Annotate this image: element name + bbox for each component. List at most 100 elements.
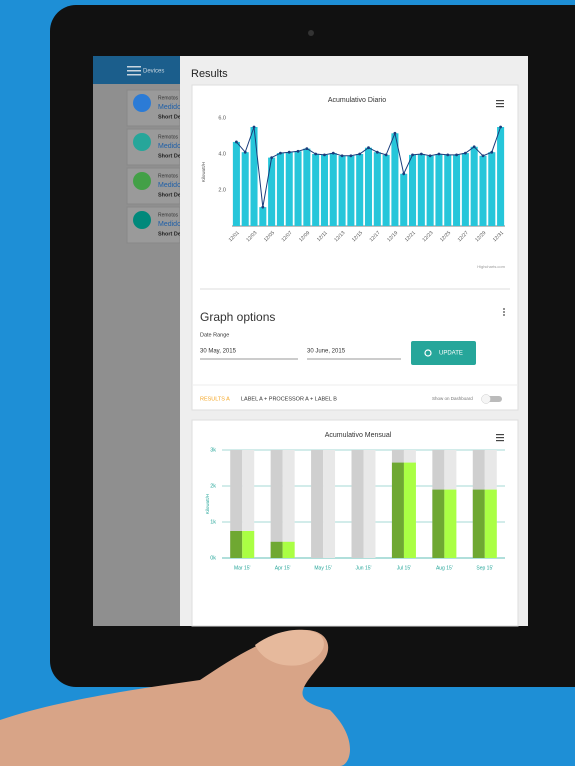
bar <box>282 541 295 558</box>
bar <box>364 147 373 226</box>
bar <box>426 155 434 226</box>
chart-menu[interactable] <box>496 434 504 442</box>
point <box>393 131 397 135</box>
bar <box>373 152 381 226</box>
x-tick-label: Apr 15' <box>275 565 291 571</box>
bar <box>470 146 478 226</box>
y-axis-title: Kilowatt/H <box>201 162 206 182</box>
options-title: Graph options <box>200 310 275 324</box>
y-tick-label: 3k <box>210 447 216 453</box>
point <box>402 172 406 176</box>
chart-menu[interactable] <box>496 100 504 108</box>
device-group: Remotos <box>158 173 179 179</box>
bar <box>241 152 249 226</box>
bar <box>356 154 364 226</box>
y-tick-label: 1k <box>210 519 216 525</box>
x-tick-label: Sep 15' <box>476 565 493 571</box>
menu-icon[interactable] <box>127 66 141 76</box>
device-name: Medido <box>158 143 181 150</box>
device-desc: Short De <box>158 192 181 198</box>
bar <box>400 173 408 226</box>
bar <box>391 462 404 558</box>
bar <box>417 154 425 226</box>
device-desc: Short De <box>158 153 181 159</box>
bar <box>230 531 243 558</box>
bar <box>479 155 487 226</box>
bar <box>329 153 337 226</box>
point <box>235 140 238 144</box>
bar <box>285 152 293 226</box>
bar <box>312 154 320 226</box>
bar <box>461 153 469 226</box>
credits: Highcharts.com <box>477 264 505 269</box>
point <box>243 150 247 154</box>
charts: Acumulativo Diario Kilowatt/H 2.0 4.0 6.0 Hig… <box>201 97 505 571</box>
bar <box>435 154 443 226</box>
camera <box>308 30 314 36</box>
point <box>375 150 379 154</box>
start-date[interactable]: 30 May, 2015 <box>200 349 237 355</box>
point <box>279 151 282 155</box>
bar <box>432 489 445 558</box>
point <box>287 150 291 154</box>
bar <box>382 154 390 226</box>
point <box>323 153 326 157</box>
bar <box>338 155 346 226</box>
point <box>296 149 300 153</box>
y-tick-label: 2.0 <box>218 187 226 193</box>
bar <box>488 152 496 226</box>
y-tick-label: 4.0 <box>218 151 226 157</box>
device-group: Remotos <box>158 95 179 101</box>
point <box>437 152 441 156</box>
device-group: Remotos <box>158 134 179 140</box>
results-title: Results <box>191 68 228 80</box>
point <box>270 156 274 160</box>
hand <box>0 629 350 766</box>
device-group: Remotos <box>158 212 179 218</box>
bar <box>242 531 255 558</box>
point <box>481 154 485 158</box>
toggle[interactable] <box>481 394 503 404</box>
toggle-label: Show on Dashboard <box>432 396 473 401</box>
point <box>331 151 335 155</box>
bar <box>270 541 283 558</box>
chart-title: Acumulativo Diario <box>328 97 386 104</box>
y-tick-label: 0k <box>210 555 216 561</box>
y-tick-label: 2k <box>210 483 216 489</box>
bar <box>294 151 302 226</box>
point <box>428 154 432 158</box>
bar <box>409 154 417 226</box>
device-list: Remotos Medido Short De Remotos Medido Short … <box>126 89 181 244</box>
x-tick-label: Mar 15' <box>234 565 251 571</box>
bar <box>276 153 284 226</box>
point <box>367 146 370 150</box>
device-icon <box>133 172 151 190</box>
device-icon <box>133 133 151 151</box>
options-menu[interactable] <box>503 308 505 316</box>
bar <box>391 133 399 226</box>
date-range-label: Date Range <box>200 332 229 338</box>
point <box>252 125 256 129</box>
x-tick-label: Aug 15' <box>436 565 453 571</box>
bar <box>472 489 485 558</box>
point <box>314 152 318 156</box>
device-desc: Short De <box>158 114 181 120</box>
point <box>349 154 353 158</box>
bar <box>497 127 505 226</box>
bar <box>444 154 452 226</box>
chart-title: Acumulativo Mensual <box>325 432 392 439</box>
point <box>411 153 414 157</box>
update-button[interactable]: UPDATE <box>411 341 476 365</box>
end-date[interactable]: 30 June, 2015 <box>307 349 346 355</box>
device-icon <box>133 94 151 112</box>
bar <box>403 462 416 558</box>
bar <box>444 489 457 558</box>
point <box>472 145 476 149</box>
point <box>446 153 450 157</box>
bar <box>323 450 336 558</box>
point <box>261 205 265 209</box>
bar <box>250 127 258 226</box>
point <box>490 150 494 154</box>
